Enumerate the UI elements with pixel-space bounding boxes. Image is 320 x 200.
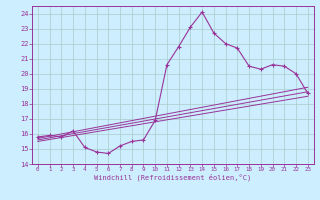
X-axis label: Windchill (Refroidissement éolien,°C): Windchill (Refroidissement éolien,°C) bbox=[94, 174, 252, 181]
